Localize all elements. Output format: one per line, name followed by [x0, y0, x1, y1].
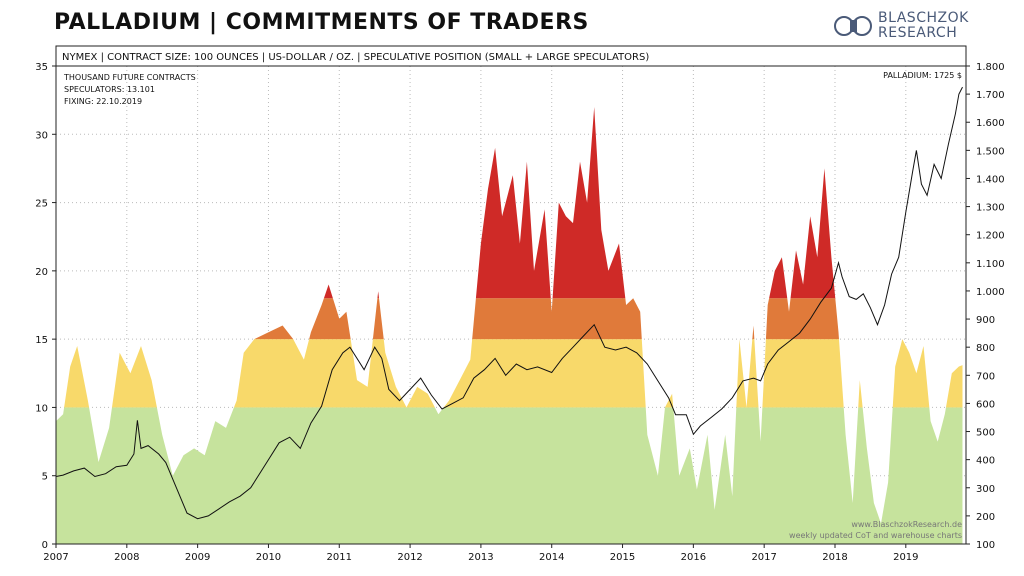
left-tick-label: 30: [35, 130, 48, 141]
right-tick-label: 1.200: [976, 231, 1005, 242]
right-tick-label: 400: [976, 456, 995, 467]
left-tick-label: 35: [35, 62, 48, 73]
left-tick-label: 10: [35, 403, 48, 414]
plot-frame: [55, 45, 967, 545]
right-tick-label: 100: [976, 540, 995, 551]
position-band: [56, 298, 963, 340]
right-tick-label: 900: [976, 315, 995, 326]
right-tick-label: 1.100: [976, 259, 1005, 270]
unit-annotation: THOUSAND FUTURE CONTRACTS: [63, 73, 196, 82]
left-tick-label: 5: [42, 472, 48, 483]
watermark-url: www.BlaschzokResearch.de: [851, 520, 962, 529]
position-band: [56, 407, 963, 544]
x-tick-label: 2018: [822, 552, 847, 563]
right-tick-label: 700: [976, 371, 995, 382]
price-line-group: [56, 86, 963, 520]
position-band: [56, 107, 963, 299]
axes: 0 5 10 15 20 25 30 35 100 200 300 400 500 600 700 800 90…: [35, 62, 1004, 563]
right-tick-label: 600: [976, 399, 995, 410]
right-tick-label: 300: [976, 484, 995, 495]
position-area-group: [56, 107, 963, 544]
logo-mark-icon: [834, 16, 872, 36]
watermark-tagline: weekly updated CoT and warehouse charts: [789, 531, 962, 540]
x-tick-label: 2015: [610, 552, 635, 563]
logo-word-bottom: RESEARCH: [878, 25, 958, 41]
chart-title: PALLADIUM | COMMITMENTS OF TRADERS: [54, 10, 589, 35]
fixing-annotation: FIXING: 22.10.2019: [64, 97, 142, 106]
x-tick-label: 2008: [114, 552, 139, 563]
right-tick-label: 800: [976, 343, 995, 354]
x-tick-label: 2007: [43, 552, 68, 563]
speculators-annotation: SPECULATORS: 13.101: [64, 85, 155, 94]
left-tick-label: 25: [35, 199, 48, 210]
right-tick-label: 500: [976, 428, 995, 439]
x-tick-label: 2016: [681, 552, 706, 563]
left-tick-label: 20: [35, 267, 48, 278]
right-tick-label: 1.600: [976, 118, 1005, 129]
price-annotation: PALLADIUM: 1725 $: [883, 71, 962, 80]
right-tick-label: 1.800: [976, 62, 1005, 73]
x-tick-label: 2010: [256, 552, 281, 563]
right-tick-label: 200: [976, 512, 995, 523]
x-tick-label: 2012: [397, 552, 422, 563]
left-tick-label: 0: [42, 540, 48, 551]
x-tick-label: 2013: [468, 552, 493, 563]
right-tick-label: 1.300: [976, 203, 1005, 214]
chart-subtitle: NYMEX | CONTRACT SIZE: 100 OUNCES | US-D…: [62, 52, 649, 63]
left-tick-label: 15: [35, 335, 48, 346]
logo-word-top: BLASCHZOK: [878, 10, 969, 26]
position-band: [56, 339, 963, 408]
x-tick-label: 2009: [185, 552, 210, 563]
x-tick-label: 2019: [893, 552, 918, 563]
right-tick-label: 1.500: [976, 146, 1005, 157]
right-tick-label: 1.000: [976, 287, 1005, 298]
x-tick-label: 2011: [327, 552, 352, 563]
x-tick-label: 2014: [539, 552, 564, 563]
right-tick-label: 1.400: [976, 174, 1005, 185]
right-tick-label: 1.700: [976, 90, 1005, 101]
price-line: [56, 86, 963, 520]
position-area: [56, 107, 963, 544]
x-tick-label: 2017: [751, 552, 776, 563]
blaschzok-logo: BLASCHZOK RESEARCH: [834, 10, 984, 44]
